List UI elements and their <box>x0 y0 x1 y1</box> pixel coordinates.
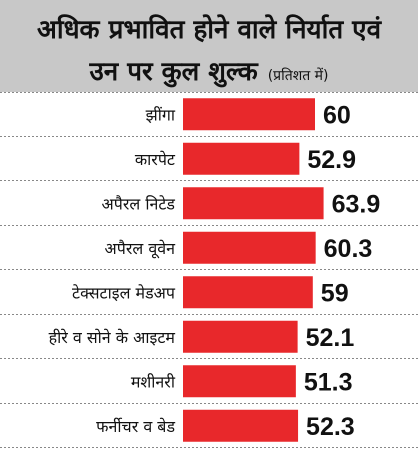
value-label: 63.9 <box>332 190 381 218</box>
value-label: 51.3 <box>304 368 353 396</box>
bar <box>183 187 324 220</box>
value-label: 52.3 <box>306 413 355 441</box>
value-label: 60 <box>323 101 351 129</box>
value-label: 52.9 <box>307 146 356 174</box>
value-label: 60.3 <box>324 235 373 263</box>
chart-title-line-1: अधिक प्रभावित होने वाले निर्यात एवं <box>36 15 382 45</box>
category-label: हीरे व सोने के आइटम <box>49 328 176 347</box>
bar <box>183 142 300 175</box>
chart-subtitle: (प्रतिशत में) <box>267 68 329 84</box>
bar <box>183 231 316 264</box>
bar <box>183 409 299 442</box>
category-label: अपैरल वूवेन <box>105 239 177 259</box>
category-label: मशीनरी <box>131 372 176 391</box>
bar <box>183 98 315 131</box>
bar <box>183 276 313 309</box>
chart-title-line-2-text: उन पर कुल शुल्क <box>89 57 258 87</box>
value-label: 59 <box>321 279 349 307</box>
category-label: अपैरल निटेड <box>102 194 176 213</box>
chart-title-line-2: उन पर कुल शुल्क (प्रतिशत में) <box>0 52 418 88</box>
category-label: फर्नीचर व बेड <box>96 417 175 436</box>
value-label: 52.1 <box>306 324 355 352</box>
chart-header: अधिक प्रभावित होने वाले निर्यात एवं उन प… <box>0 0 418 92</box>
category-label: झींगा <box>146 105 176 124</box>
category-label: कारपेट <box>135 150 176 169</box>
bar <box>183 320 298 353</box>
bar <box>183 365 296 398</box>
bar-chart: झींगा 60 कारपेट 52.9 अपैरल निटेड 63.9 अपैरल वू… <box>0 92 418 448</box>
category-label: टेक्सटाइल मेडअप <box>72 283 176 302</box>
